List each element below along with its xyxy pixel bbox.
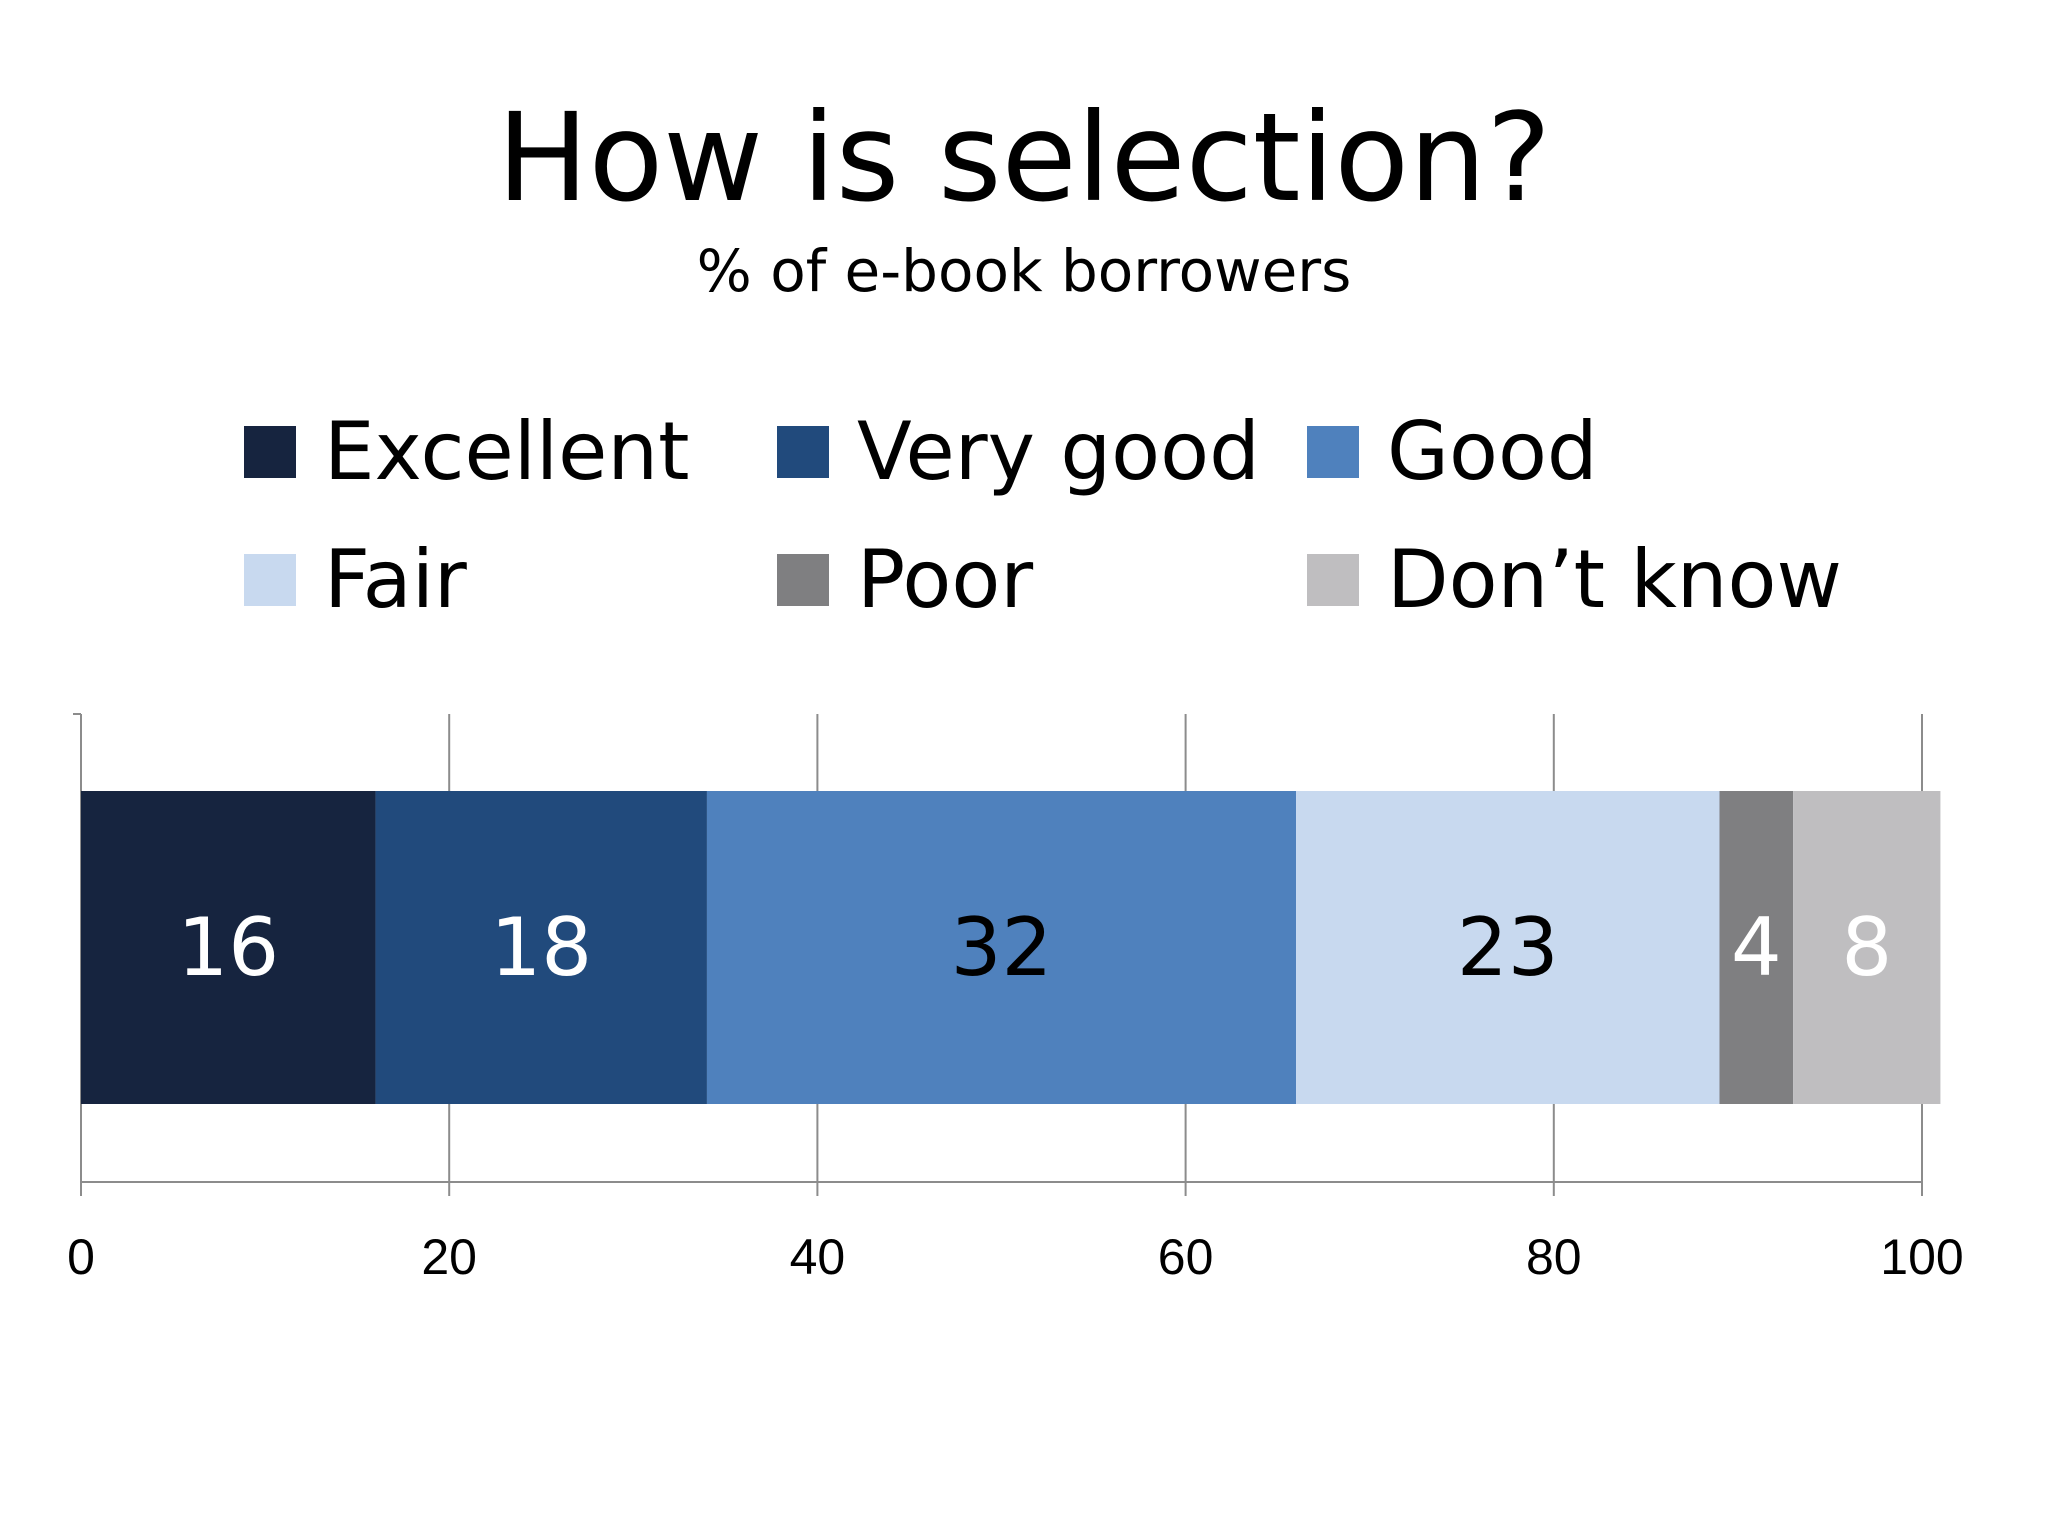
legend-label: Very good bbox=[857, 405, 1260, 498]
legend-label: Good bbox=[1387, 405, 1598, 498]
legend-item: Excellent bbox=[244, 412, 689, 492]
legend-item: Good bbox=[1307, 412, 1598, 492]
data-label: 4 bbox=[1731, 901, 1782, 994]
data-label: 18 bbox=[490, 901, 592, 994]
x-tick-label: 0 bbox=[67, 1229, 95, 1285]
data-label: 32 bbox=[951, 901, 1053, 994]
bar-segment bbox=[706, 791, 1297, 1104]
legend-swatch bbox=[244, 426, 296, 478]
legend-swatch bbox=[244, 554, 296, 606]
data-label: 23 bbox=[1457, 901, 1559, 994]
legend-item: Fair bbox=[244, 540, 467, 620]
x-tick-label: 80 bbox=[1526, 1229, 1582, 1285]
x-tick-label: 100 bbox=[1880, 1229, 1963, 1285]
legend-swatch bbox=[1307, 426, 1359, 478]
legend-item: Very good bbox=[777, 412, 1260, 492]
legend-label: Poor bbox=[857, 533, 1034, 626]
legend-swatch bbox=[777, 426, 829, 478]
chart-title: How is selection? bbox=[496, 87, 1552, 229]
legend-label: Fair bbox=[324, 533, 467, 626]
legend-swatch bbox=[1307, 554, 1359, 606]
bar-segment bbox=[375, 791, 707, 1104]
legend-label: Excellent bbox=[324, 405, 690, 498]
bar-segment bbox=[81, 791, 376, 1104]
legend-item: Don’t know bbox=[1307, 540, 1842, 620]
legend-item: Poor bbox=[777, 540, 1033, 620]
data-label: 8 bbox=[1841, 901, 1892, 994]
data-label: 16 bbox=[177, 901, 279, 994]
bar-segment bbox=[1719, 791, 1794, 1104]
x-tick-label: 40 bbox=[790, 1229, 846, 1285]
bar-segment bbox=[1296, 791, 1720, 1104]
legend-label: Don’t know bbox=[1387, 533, 1842, 626]
x-tick-label: 20 bbox=[421, 1229, 477, 1285]
x-tick-label: 60 bbox=[1158, 1229, 1214, 1285]
chart-subtitle: % of e-book borrowers bbox=[696, 237, 1352, 305]
legend-swatch bbox=[777, 554, 829, 606]
bar-segment bbox=[1793, 791, 1941, 1104]
